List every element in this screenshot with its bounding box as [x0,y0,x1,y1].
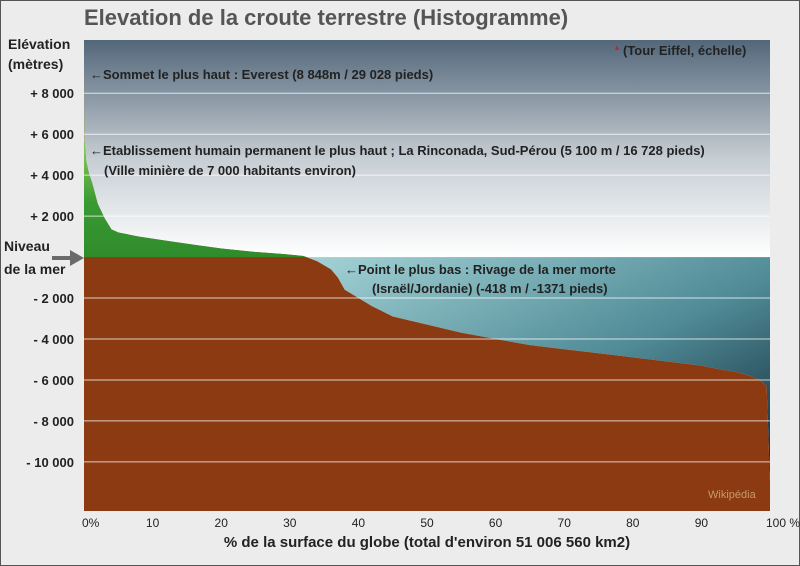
eiffel-tower-icon [615,45,619,50]
x-tick-label: 70 [558,516,572,530]
x-tick-label: 60 [489,516,503,530]
x-tick-label: 20 [215,516,229,530]
annotation-eiffel: (Tour Eiffel, échelle) [623,43,746,58]
plot-area [84,40,770,511]
annotation-dead-sea: ←Point le plus bas : Rivage de la mer mo… [345,262,616,277]
y-tick-label: - 8 000 [34,414,74,429]
annotation-rinconada-note: (Ville minière de 7 000 habitants enviro… [104,163,356,178]
x-tick-label: 100 % [766,516,800,530]
sea-level-label-line1: Niveau [4,238,50,254]
sea-level-label-line2: de la mer [4,261,66,277]
x-tick-label: 10 [146,516,160,530]
ocean-area [306,257,770,483]
x-tick-label: 30 [283,516,297,530]
land-area [84,75,307,258]
x-axis-ticks: 0% 10 20 30 40 50 60 70 80 90 100 % [82,516,800,530]
y-tick-label: + 4 000 [30,168,74,183]
sea-level-arrow-icon [52,250,84,266]
y-tick-label: + 2 000 [30,209,74,224]
y-tick-label: + 8 000 [30,86,74,101]
y-tick-label: - 2 000 [34,291,74,306]
x-tick-label: 80 [626,516,640,530]
y-axis-label-line1: Elévation [8,36,70,52]
annotation-rinconada: ←Etablissement humain permanent le plus … [90,143,705,158]
chart-title: Elevation de la croute terrestre (Histog… [84,5,568,30]
x-tick-label: 50 [420,516,434,530]
y-tick-label: + 6 000 [30,127,74,142]
y-tick-label: - 10 000 [26,455,74,470]
annotation-everest: ←Sommet le plus haut : Everest (8 848m /… [90,67,433,82]
crust-area [84,75,770,511]
x-tick-label: 0% [82,516,100,530]
annotation-dead-sea-note: (Israël/Jordanie) (-418 m / -1371 pieds) [372,281,608,296]
x-tick-label: 90 [695,516,709,530]
x-axis-label: % de la surface du globe (total d'enviro… [224,534,630,551]
x-tick-label: 40 [352,516,366,530]
y-axis-ticks: + 8 000 + 6 000 + 4 000 + 2 000 - 2 000 - 4 0… [26,86,74,470]
y-tick-label: - 4 000 [34,332,74,347]
credit-label: Wikipédia [708,489,757,501]
gridlines [84,92,770,463]
y-tick-label: - 6 000 [34,373,74,388]
y-axis-label-line2: (mètres) [8,56,63,72]
sky-background [84,40,770,258]
